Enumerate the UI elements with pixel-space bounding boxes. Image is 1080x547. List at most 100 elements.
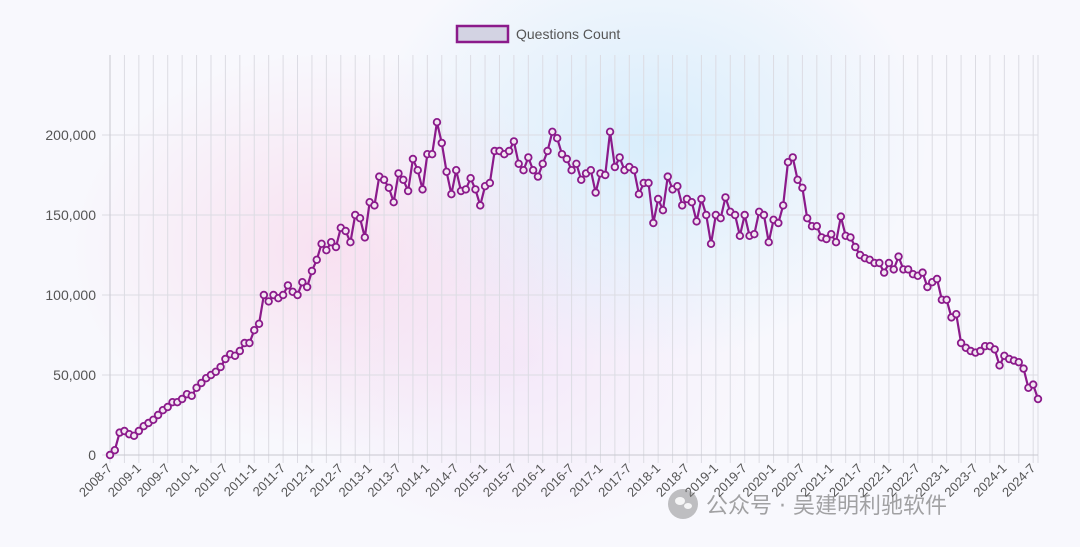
data-point[interactable] bbox=[730, 210, 740, 220]
data-point[interactable] bbox=[245, 338, 254, 348]
data-point[interactable] bbox=[629, 165, 639, 175]
data-point[interactable] bbox=[995, 361, 1004, 370]
data-point[interactable] bbox=[485, 178, 495, 188]
data-point[interactable] bbox=[533, 172, 543, 181]
data-point[interactable] bbox=[615, 153, 624, 162]
data-point[interactable] bbox=[658, 205, 668, 215]
data-point[interactable] bbox=[514, 159, 523, 168]
data-point[interactable] bbox=[346, 237, 355, 247]
data-point[interactable] bbox=[278, 290, 288, 300]
data-point[interactable] bbox=[610, 162, 620, 172]
data-point[interactable] bbox=[783, 157, 793, 167]
data-point[interactable] bbox=[932, 274, 942, 284]
data-point[interactable] bbox=[302, 282, 312, 292]
data-point[interactable] bbox=[447, 189, 456, 199]
data-point[interactable] bbox=[403, 186, 413, 196]
data-point[interactable] bbox=[687, 197, 697, 207]
data-point[interactable] bbox=[524, 153, 533, 162]
data-point[interactable] bbox=[918, 268, 927, 277]
data-point[interactable] bbox=[653, 194, 663, 204]
data-point[interactable] bbox=[903, 265, 913, 274]
data-point[interactable] bbox=[149, 415, 158, 424]
data-point[interactable] bbox=[451, 165, 461, 175]
data-point[interactable] bbox=[427, 149, 437, 159]
data-point[interactable] bbox=[360, 233, 370, 242]
data-point[interactable] bbox=[577, 175, 586, 184]
data-point[interactable] bbox=[105, 450, 115, 460]
data-point[interactable] bbox=[778, 201, 788, 210]
legend-swatch[interactable] bbox=[455, 24, 510, 44]
data-point[interactable] bbox=[432, 117, 442, 127]
data-point[interactable] bbox=[355, 213, 365, 223]
data-point[interactable] bbox=[884, 258, 894, 268]
data-point[interactable] bbox=[952, 310, 961, 319]
data-point[interactable] bbox=[307, 266, 317, 276]
data-point[interactable] bbox=[341, 226, 350, 236]
data-point[interactable] bbox=[942, 295, 951, 304]
data-point[interactable] bbox=[509, 137, 519, 146]
data-point[interactable] bbox=[735, 231, 745, 240]
data-point[interactable] bbox=[476, 201, 485, 210]
data-point[interactable] bbox=[601, 170, 610, 180]
data-point[interactable] bbox=[716, 213, 725, 223]
data-point[interactable] bbox=[370, 201, 379, 210]
data-point[interactable] bbox=[827, 229, 836, 239]
data-point[interactable] bbox=[798, 183, 807, 192]
data-point[interactable] bbox=[586, 165, 596, 175]
data-point[interactable] bbox=[259, 290, 269, 300]
data-point[interactable] bbox=[254, 319, 264, 328]
data-point[interactable] bbox=[192, 383, 201, 392]
data-point[interactable] bbox=[471, 185, 480, 194]
data-point[interactable] bbox=[1014, 358, 1023, 367]
data-point[interactable] bbox=[836, 212, 846, 221]
data-point[interactable] bbox=[875, 258, 884, 268]
data-point[interactable] bbox=[562, 154, 571, 164]
data-point[interactable] bbox=[663, 172, 672, 181]
data-point[interactable] bbox=[250, 326, 259, 335]
data-point[interactable] bbox=[326, 237, 336, 247]
data-point[interactable] bbox=[187, 391, 196, 400]
data-point[interactable] bbox=[851, 242, 860, 252]
data-point[interactable] bbox=[803, 213, 812, 223]
data-point[interactable] bbox=[822, 234, 831, 244]
data-point[interactable] bbox=[788, 153, 797, 162]
data-point[interactable] bbox=[889, 265, 898, 274]
data-point[interactable] bbox=[548, 127, 557, 136]
data-point[interactable] bbox=[197, 378, 206, 388]
data-point[interactable] bbox=[264, 297, 273, 306]
data-point[interactable] bbox=[293, 290, 302, 300]
data-point[interactable] bbox=[317, 239, 326, 248]
data-point[interactable] bbox=[528, 165, 538, 175]
data-point[interactable] bbox=[649, 218, 658, 228]
data-point[interactable] bbox=[379, 175, 389, 184]
data-point[interactable] bbox=[831, 237, 841, 247]
data-point[interactable] bbox=[557, 149, 567, 159]
data-point[interactable] bbox=[759, 210, 769, 220]
data-point[interactable] bbox=[129, 431, 139, 440]
data-point[interactable] bbox=[976, 346, 985, 356]
data-point[interactable] bbox=[216, 362, 225, 372]
data-point[interactable] bbox=[956, 338, 966, 348]
data-point[interactable] bbox=[706, 239, 716, 248]
data-point[interactable] bbox=[394, 169, 403, 178]
data-point[interactable] bbox=[177, 394, 187, 404]
data-point[interactable] bbox=[235, 346, 245, 356]
data-point[interactable] bbox=[466, 173, 475, 183]
data-point[interactable] bbox=[605, 127, 615, 136]
data-point[interactable] bbox=[504, 146, 514, 156]
data-point[interactable] bbox=[812, 221, 822, 231]
data-point[interactable] bbox=[774, 218, 783, 228]
data-point[interactable] bbox=[437, 138, 446, 148]
data-point[interactable] bbox=[384, 183, 394, 192]
data-point[interactable] bbox=[283, 281, 293, 290]
data-point[interactable] bbox=[331, 242, 341, 252]
data-point[interactable] bbox=[211, 367, 220, 376]
data-point[interactable] bbox=[591, 188, 600, 197]
data-point[interactable] bbox=[1033, 394, 1043, 404]
data-point[interactable] bbox=[322, 245, 331, 255]
data-point[interactable] bbox=[677, 201, 687, 210]
data-point[interactable] bbox=[634, 189, 644, 199]
data-point[interactable] bbox=[399, 175, 408, 184]
data-point[interactable] bbox=[721, 193, 730, 202]
data-point[interactable] bbox=[519, 165, 528, 175]
